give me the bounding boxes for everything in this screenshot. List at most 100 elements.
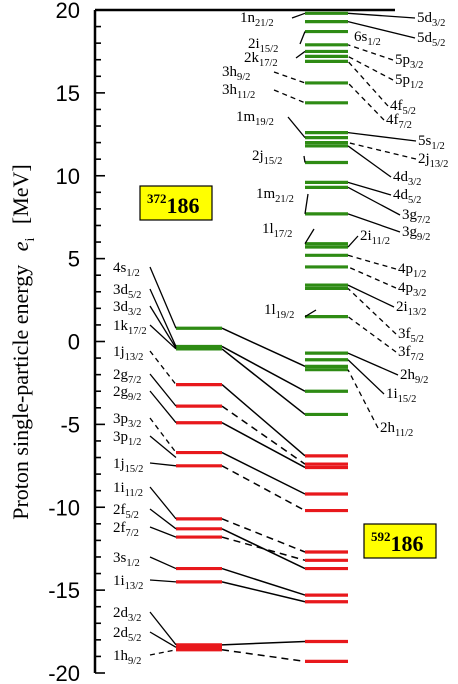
- orbital-j: 11/2: [372, 236, 390, 247]
- orbital-j: 1/2: [126, 268, 139, 279]
- correlation-line: [221, 465, 306, 512]
- orbital-j: 3/2: [410, 60, 423, 71]
- orbital-label: 3h11/2: [222, 82, 255, 101]
- label-pointer: [304, 228, 315, 245]
- orbital-label: 4p1/2: [398, 261, 426, 280]
- label-pointer: [347, 352, 399, 376]
- correlation-line: [221, 581, 306, 603]
- label-pointer: [295, 50, 306, 59]
- orbital-j: 5/2: [128, 290, 141, 301]
- orbital-label: 4d5/2: [393, 187, 421, 206]
- orbital-name: 1h: [113, 648, 129, 664]
- orbital-name: 2h: [380, 420, 396, 436]
- orbital-j: 11/2: [237, 90, 255, 101]
- orbital-name: 3p: [113, 411, 128, 427]
- orbital-j: 3/2: [413, 288, 426, 299]
- orbital-label: 2h9/2: [400, 367, 428, 386]
- orbital-name: 3g: [402, 224, 418, 240]
- orbital-name: 2h: [400, 367, 416, 383]
- orbital-j: 5/2: [128, 633, 141, 644]
- orbital-name: 2i: [396, 299, 408, 315]
- label-pointer: [149, 435, 177, 459]
- orbital-name: 2j: [418, 151, 430, 167]
- label-pointer: [287, 116, 306, 139]
- orbital-j: 7/2: [411, 352, 424, 363]
- orbital-j: 7/2: [126, 528, 139, 539]
- label-pointer: [347, 359, 385, 395]
- y-axis-title: Proton single-particle energy ei [MeV]: [8, 164, 38, 520]
- label-pointer: [304, 193, 309, 214]
- orbital-j: 15/2: [398, 394, 417, 405]
- nucleus-box-372: 372186: [139, 185, 213, 221]
- y-axis-symbol-subscript: i: [23, 238, 38, 242]
- label-pointer: [347, 284, 395, 308]
- orbital-name: 4d: [393, 187, 409, 203]
- correlation-line: [221, 327, 306, 368]
- y-tick-label: 0: [68, 330, 80, 355]
- orbital-label: 3d3/2: [113, 299, 141, 318]
- nucleus-box-bg: [139, 185, 213, 221]
- y-tick-label: 15: [56, 81, 80, 106]
- orbital-label: 1i11/2: [113, 480, 143, 499]
- orbital-j: 13/2: [125, 581, 144, 592]
- orbital-name: 5p: [395, 72, 410, 88]
- orbital-j: 11/2: [395, 428, 413, 439]
- orbital-label: 3g7/2: [402, 207, 430, 226]
- label-pointer: [149, 288, 177, 347]
- label-pointer: [347, 181, 392, 196]
- orbital-name: 1j: [113, 456, 125, 472]
- orbital-name: 1n: [240, 10, 256, 26]
- orbital-j: 5/2: [408, 195, 421, 206]
- orbital-label: 2f7/2: [113, 520, 139, 539]
- orbital-label: 1j15/2: [113, 456, 143, 475]
- orbital-name: 2i: [248, 36, 260, 52]
- level-correlations: [221, 327, 306, 663]
- svg-text:592186: 592186: [371, 529, 424, 556]
- orbital-name: 4s: [113, 260, 127, 276]
- orbital-name: 3h: [222, 64, 238, 80]
- correlation-line: [221, 649, 306, 663]
- orbital-j: 17/2: [128, 326, 147, 337]
- orbital-name: 5d: [417, 10, 433, 26]
- orbital-j: 5/2: [126, 510, 139, 521]
- orbital-j: 1/2: [367, 37, 380, 48]
- y-tick-label: 20: [56, 0, 80, 23]
- orbital-name: 2k: [244, 50, 260, 66]
- orbital-label: 1m19/2: [236, 109, 274, 128]
- orbital-label: 4f7/2: [386, 112, 412, 131]
- orbital-j: 9/2: [417, 232, 430, 243]
- correlation-line: [221, 422, 306, 469]
- nucleus-box-592: 592186: [363, 523, 437, 559]
- y-tick-label: 10: [56, 164, 80, 189]
- label-pointer: [303, 155, 306, 163]
- orbital-name: 3h: [222, 82, 238, 98]
- orbital-name: 5s: [418, 133, 432, 149]
- correlation-line: [221, 348, 306, 416]
- orbital-label: 5d5/2: [417, 30, 445, 49]
- orbital-label: 2d5/2: [113, 625, 141, 644]
- orbital-label: 2i13/2: [396, 299, 426, 318]
- nucleus-charge: 186: [167, 193, 200, 218]
- orbital-name: 4d: [393, 169, 409, 185]
- orbital-label: 3f7/2: [398, 344, 424, 363]
- orbital-j: 11/2: [125, 488, 143, 499]
- orbital-label: 1i15/2: [386, 386, 416, 405]
- y-axis-unit: [MeV]: [8, 164, 33, 224]
- orbital-name: 5d: [417, 30, 433, 46]
- orbital-name: 1i: [386, 386, 398, 402]
- label-pointer: [347, 145, 392, 178]
- orbital-j: 1/2: [126, 558, 139, 569]
- label-pointer: [273, 89, 306, 104]
- orbital-label: 1k17/2: [113, 318, 147, 337]
- orbital-name: 1j: [113, 344, 125, 360]
- orbital-name: 2f: [113, 502, 126, 518]
- orbital-label: 1n21/2: [240, 10, 274, 29]
- orbital-name: 2d: [113, 625, 129, 641]
- orbital-j: 5/2: [411, 334, 424, 345]
- orbital-label: 2i15/2: [248, 36, 278, 55]
- orbital-label: 2g9/2: [113, 384, 141, 403]
- orbital-label: 6s1/2: [354, 29, 381, 48]
- label-pointer: [347, 235, 359, 248]
- orbital-name: 2i: [360, 228, 372, 244]
- y-tick-label: -15: [48, 578, 80, 603]
